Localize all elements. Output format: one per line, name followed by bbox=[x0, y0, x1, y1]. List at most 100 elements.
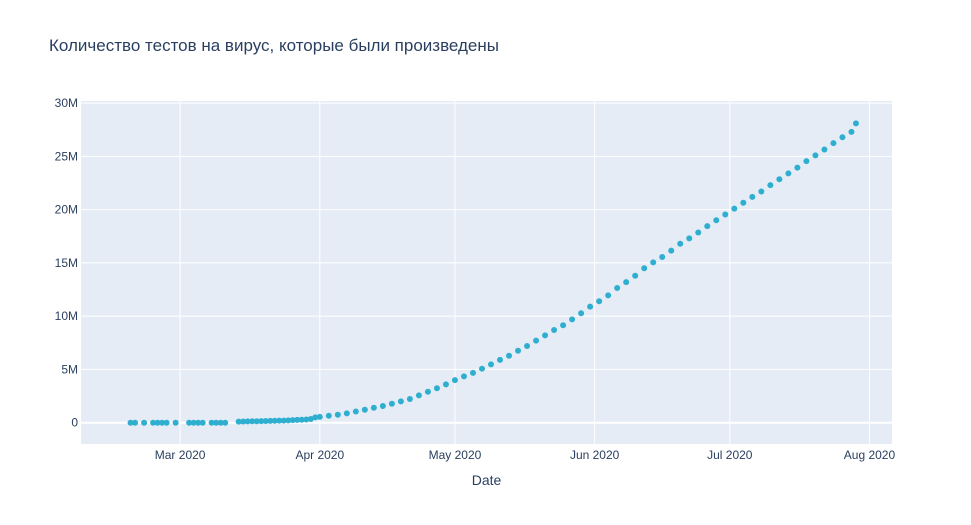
data-point bbox=[442, 381, 449, 388]
data-point bbox=[713, 217, 720, 224]
y-tick-label: 5M bbox=[61, 362, 78, 376]
data-point bbox=[285, 417, 292, 424]
y-tick-label: 20M bbox=[55, 203, 78, 217]
data-point bbox=[271, 417, 278, 424]
data-point bbox=[704, 223, 711, 230]
data-point bbox=[695, 229, 702, 236]
data-point bbox=[668, 247, 675, 254]
data-point bbox=[596, 298, 603, 305]
data-point bbox=[406, 395, 413, 402]
chart-title: Количество тестов на вирус, которые были… bbox=[49, 36, 499, 55]
data-point bbox=[415, 392, 422, 399]
data-point bbox=[186, 419, 193, 426]
data-point bbox=[794, 164, 801, 171]
data-point bbox=[172, 419, 179, 426]
x-axis-title: Date bbox=[472, 472, 502, 488]
x-axis-ticks: Mar 2020 Apr 2020 May 2020 Jun 2020 Jul 2020… bbox=[155, 448, 896, 462]
data-point bbox=[352, 408, 359, 415]
data-point bbox=[249, 418, 256, 425]
data-point bbox=[587, 303, 594, 310]
data-point bbox=[397, 398, 404, 405]
data-point bbox=[253, 418, 260, 425]
data-point bbox=[424, 388, 431, 395]
data-point bbox=[433, 385, 440, 392]
data-point bbox=[839, 134, 846, 141]
data-point bbox=[821, 146, 828, 153]
data-point bbox=[294, 416, 301, 423]
data-point bbox=[722, 211, 729, 218]
data-point bbox=[776, 176, 783, 183]
data-point bbox=[276, 417, 283, 424]
x-tick-label: Mar 2020 bbox=[155, 448, 206, 462]
y-tick-label: 30M bbox=[55, 96, 78, 110]
data-point bbox=[258, 418, 265, 425]
y-tick-label: 0 bbox=[71, 416, 78, 430]
data-point bbox=[334, 411, 341, 418]
y-axis-ticks: 0 5M 10M 15M 20M 25M 30M bbox=[55, 96, 79, 430]
data-point bbox=[605, 292, 612, 299]
data-point bbox=[469, 369, 476, 376]
x-tick-label: Aug 2020 bbox=[844, 448, 896, 462]
data-point bbox=[812, 152, 819, 159]
data-point bbox=[222, 419, 229, 426]
data-point bbox=[614, 284, 621, 291]
x-tick-label: May 2020 bbox=[429, 448, 482, 462]
data-point bbox=[803, 158, 810, 165]
data-point bbox=[632, 272, 639, 279]
data-point bbox=[524, 343, 531, 349]
data-point bbox=[460, 373, 467, 380]
data-point bbox=[686, 235, 693, 242]
x-tick-label: Jun 2020 bbox=[570, 448, 620, 462]
data-point bbox=[280, 417, 287, 424]
data-point bbox=[650, 259, 657, 266]
data-point bbox=[163, 419, 170, 426]
data-point bbox=[190, 419, 197, 426]
data-point bbox=[213, 419, 220, 426]
data-point bbox=[132, 419, 139, 426]
data-point bbox=[235, 418, 242, 425]
data-point bbox=[312, 414, 319, 421]
data-point bbox=[767, 182, 774, 189]
x-tick-label: Apr 2020 bbox=[295, 448, 344, 462]
data-point bbox=[641, 265, 648, 272]
plot-area bbox=[81, 101, 892, 444]
data-point bbox=[677, 240, 684, 247]
data-point bbox=[141, 419, 148, 426]
data-point bbox=[515, 347, 522, 354]
data-point bbox=[542, 332, 549, 339]
data-point bbox=[343, 410, 350, 417]
x-tick-label: Jul 2020 bbox=[707, 448, 753, 462]
data-point bbox=[569, 316, 576, 323]
data-point bbox=[325, 412, 332, 419]
data-point bbox=[740, 199, 747, 206]
y-tick-label: 10M bbox=[55, 309, 78, 323]
data-point bbox=[240, 418, 247, 425]
data-point bbox=[749, 193, 756, 200]
data-point bbox=[195, 419, 202, 426]
data-point bbox=[852, 120, 859, 127]
data-point bbox=[303, 416, 310, 423]
data-point bbox=[488, 361, 495, 368]
data-point bbox=[758, 188, 765, 195]
data-point bbox=[316, 413, 323, 420]
data-point bbox=[127, 419, 134, 426]
data-point bbox=[154, 419, 161, 426]
data-point bbox=[150, 419, 157, 426]
data-point bbox=[159, 419, 166, 426]
data-point bbox=[451, 377, 458, 384]
data-point bbox=[659, 254, 666, 261]
data-point bbox=[244, 418, 251, 425]
data-point bbox=[361, 406, 368, 413]
data-point bbox=[731, 205, 738, 212]
data-point bbox=[478, 365, 485, 372]
data-point bbox=[208, 419, 215, 426]
data-point bbox=[578, 310, 585, 317]
data-point bbox=[560, 322, 567, 329]
data-point bbox=[298, 416, 305, 423]
data-point bbox=[785, 170, 792, 177]
data-point bbox=[199, 419, 206, 426]
data-point bbox=[289, 417, 296, 424]
y-tick-label: 15M bbox=[55, 256, 78, 270]
data-point bbox=[533, 337, 540, 344]
